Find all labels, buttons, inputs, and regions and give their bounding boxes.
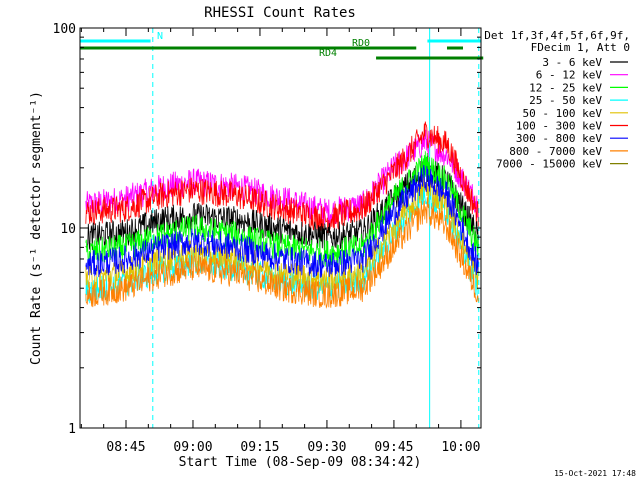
x-tick-label: 10:00 — [441, 440, 480, 455]
series-line-5 — [85, 177, 479, 293]
legend-label-1: 6 - 12 keV — [536, 69, 603, 82]
legend-label-4: 50 - 100 keV — [523, 107, 603, 120]
series-line-1 — [85, 121, 479, 234]
axes: 1 10 100 08:45 09:00 09:15 09:30 09:45 10:00 — [53, 22, 481, 455]
x-tick-label: 09:30 — [307, 440, 346, 455]
x-axis-label: Start Time (08-Sep-09 08:34:42) — [179, 455, 422, 470]
legend-label-0: 3 - 6 keV — [542, 56, 602, 69]
annotation-label-rd0: RD0 — [352, 38, 370, 49]
y-axis-label: Count Rate (s⁻¹ detector segment⁻¹) — [29, 91, 44, 365]
chart-title: RHESSI Count Rates — [204, 5, 356, 21]
y-tick-label: 1 — [68, 422, 76, 437]
legend: Det 1f,3f,4f,5f,6f,9f, FDecim 1, Att 0 3… — [484, 29, 630, 171]
plot-area: N RD0 RD4 — [79, 28, 484, 428]
annotation-label-n: N — [157, 31, 163, 42]
legend-label-5: 100 - 300 keV — [516, 120, 602, 133]
x-tick-label: 09:15 — [240, 440, 279, 455]
legend-label-6: 300 - 800 keV — [516, 132, 602, 145]
footer-timestamp: 15-Oct-2021 17:48 — [554, 469, 636, 478]
x-tick-label: 09:45 — [374, 440, 413, 455]
legend-header-line2: FDecim 1, Att 0 — [531, 41, 630, 54]
legend-label-2: 12 - 25 keV — [529, 81, 602, 94]
legend-header-line1: Det 1f,3f,4f,5f,6f,9f, — [484, 29, 630, 42]
y-tick-label: 100 — [53, 22, 76, 37]
legend-label-8: 7000 - 15000 keV — [496, 158, 602, 171]
y-tick-label: 10 — [60, 222, 76, 237]
x-tick-label: 09:00 — [173, 440, 212, 455]
series-line-7 — [85, 197, 479, 309]
x-tick-label: 08:45 — [106, 440, 145, 455]
legend-label-7: 800 - 7000 keV — [509, 145, 602, 158]
series-line-6 — [85, 165, 479, 278]
legend-label-3: 25 - 50 keV — [529, 94, 602, 107]
annotation-label-rd4: RD4 — [319, 48, 337, 59]
